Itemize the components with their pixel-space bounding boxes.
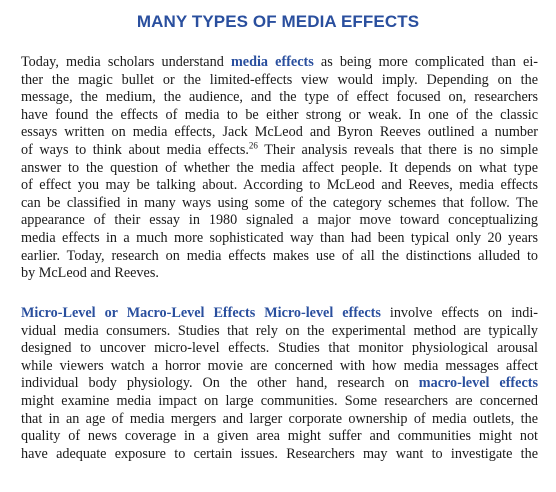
text-run: Today, media scholars understand <box>21 54 231 70</box>
text-line: Micro-Level or Macro-Level Effects Micro… <box>21 305 538 323</box>
text-line: media effects in a much more sophisticat… <box>21 229 538 246</box>
text-run <box>255 305 264 321</box>
key-term-micro-level-effects: Micro-level effects <box>264 305 381 321</box>
key-term-macro-level-effects: macro-level effects <box>418 375 539 392</box>
text-line: appearance of their essay in 1980 signal… <box>21 212 538 229</box>
text-line: have adequate exposure to certain issues… <box>21 445 538 462</box>
key-term-media-effects: media effects <box>230 54 314 70</box>
paragraph-intro: Today, media scholars understand media e… <box>21 54 538 283</box>
text-line: ther the magic bullet or the limited-eff… <box>21 71 538 88</box>
text-run: Their analysis reveals that there is no … <box>257 141 538 158</box>
text-line: answer to the question of whether the me… <box>21 159 538 176</box>
text-line: by McLeod and Reeves. <box>21 265 159 282</box>
section-heading: MANY TYPES OF MEDIA EFFECTS <box>136 12 420 31</box>
text-run: as being more complicated than ei- <box>313 54 538 70</box>
text-run: involve effects on indi- <box>380 305 538 321</box>
footnote-marker: 26 <box>248 140 258 151</box>
text-line: earlier. Today, research on media effect… <box>21 247 538 264</box>
text-line: quality of news coverage in a given area… <box>21 428 538 445</box>
text-line: message, the medium, the audience, and t… <box>21 89 538 106</box>
text-line: essays written on media effects, Jack Mc… <box>21 124 538 141</box>
subheading-micro-macro: Micro-Level or Macro-Level Effects <box>21 305 256 321</box>
text-line: designed to uncover micro-level effects.… <box>21 340 538 357</box>
text-line: of effect you may be talking about. Acco… <box>21 177 538 194</box>
text-line: Today, media scholars understand media e… <box>21 54 538 72</box>
text-line: while viewers watch a horror movie are c… <box>21 357 538 374</box>
text-line: vidual media consumers. Studies that rel… <box>21 322 538 339</box>
text-line: of ways to think about media effects.26 … <box>21 140 538 160</box>
text-line: can be classified in many ways using som… <box>21 194 538 211</box>
text-run: of ways to think about media effects. <box>21 141 249 158</box>
text-run: individual body physiology. On the other… <box>21 375 419 392</box>
text-line: have found the effects of media to be ei… <box>21 106 538 123</box>
text-line: individual body physiology. On the other… <box>21 375 538 393</box>
text-line: that in an age of media mergers and larg… <box>21 410 538 427</box>
paragraph-micro-macro: Micro-Level or Macro-Level Effects Micro… <box>21 305 538 463</box>
text-line: might examine media impact on large comm… <box>21 392 538 409</box>
